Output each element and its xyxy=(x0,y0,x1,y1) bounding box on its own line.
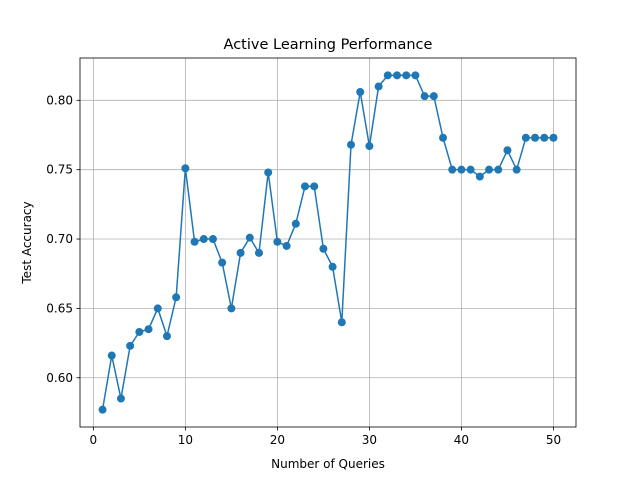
data-point xyxy=(291,219,300,228)
data-point xyxy=(264,168,273,177)
data-point xyxy=(245,233,254,242)
data-point xyxy=(383,71,392,80)
data-point xyxy=(402,71,411,80)
data-point xyxy=(531,133,540,142)
data-point xyxy=(300,182,309,191)
y-tick-label: 0.60 xyxy=(46,371,73,385)
series-points xyxy=(98,71,558,414)
data-point xyxy=(475,172,484,181)
data-point xyxy=(337,318,346,327)
data-point xyxy=(347,140,356,149)
data-point xyxy=(466,165,475,174)
data-point xyxy=(503,146,512,155)
data-point xyxy=(282,241,291,250)
data-point xyxy=(208,235,217,244)
data-point xyxy=(540,133,549,142)
data-point xyxy=(521,133,530,142)
data-point xyxy=(116,394,125,403)
x-tick-label: 50 xyxy=(546,433,561,447)
data-point xyxy=(273,237,282,246)
data-point xyxy=(448,165,457,174)
x-axis-label: Number of Queries xyxy=(271,457,385,471)
data-point xyxy=(319,244,328,253)
data-point xyxy=(98,405,107,414)
data-point xyxy=(135,327,144,336)
x-tick-label: 40 xyxy=(454,433,469,447)
data-point xyxy=(126,341,135,350)
data-point xyxy=(153,304,162,313)
data-point xyxy=(181,164,190,173)
data-point xyxy=(512,165,521,174)
data-point xyxy=(365,142,374,151)
data-point xyxy=(457,165,466,174)
data-point xyxy=(494,165,503,174)
x-tick-label: 20 xyxy=(270,433,285,447)
data-point xyxy=(144,325,153,334)
tick-group: 0 10 20 30 40 50 0.60 0.65 0.70 0.75 0.80 xyxy=(46,93,561,447)
data-point xyxy=(310,182,319,191)
data-point xyxy=(411,71,420,80)
plot-frame xyxy=(79,57,577,428)
data-point xyxy=(172,293,181,302)
data-point xyxy=(199,235,208,244)
data-point xyxy=(420,92,429,101)
data-point xyxy=(236,248,245,257)
y-tick-label: 0.70 xyxy=(46,232,73,246)
data-point xyxy=(429,92,438,101)
data-point xyxy=(190,237,199,246)
data-point xyxy=(162,332,171,341)
data-point xyxy=(356,87,365,96)
data-point xyxy=(218,258,227,267)
data-point xyxy=(393,71,402,80)
data-point xyxy=(107,351,116,360)
data-point xyxy=(328,262,337,271)
y-axis-label: Test Accuracy xyxy=(20,201,34,284)
data-point xyxy=(485,165,494,174)
data-point xyxy=(439,133,448,142)
data-point xyxy=(227,304,236,313)
data-point xyxy=(254,248,263,257)
y-tick-label: 0.65 xyxy=(46,301,73,315)
x-tick-label: 10 xyxy=(178,433,193,447)
data-point xyxy=(374,82,383,91)
y-tick-label: 0.80 xyxy=(46,93,73,107)
chart-title: Active Learning Performance xyxy=(224,37,433,53)
x-tick-label: 0 xyxy=(90,433,98,447)
data-point xyxy=(549,133,558,142)
x-tick-label: 30 xyxy=(362,433,377,447)
y-tick-label: 0.75 xyxy=(46,163,73,177)
